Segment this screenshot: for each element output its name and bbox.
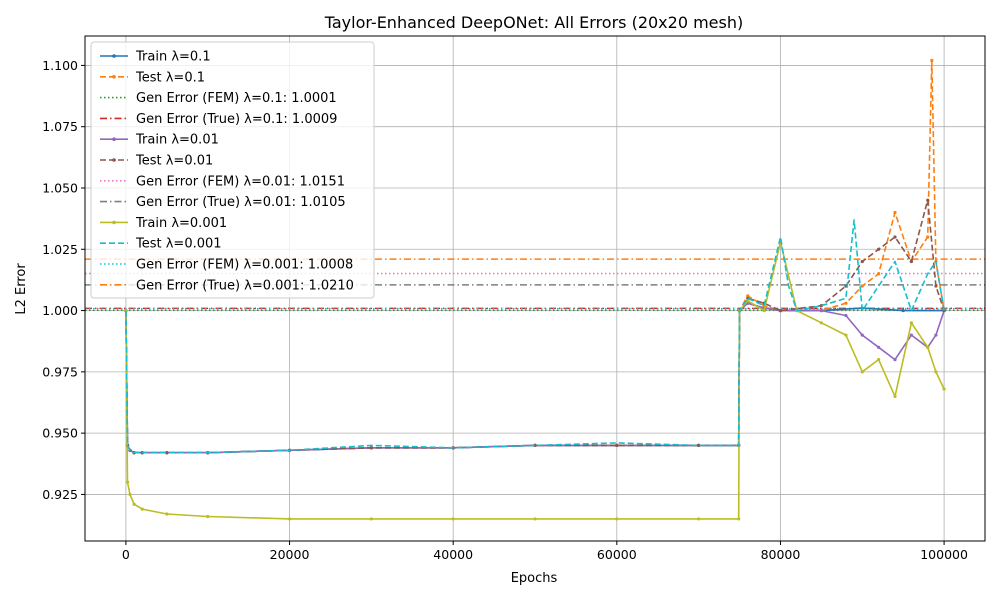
legend-marker — [112, 54, 116, 58]
data-point — [930, 58, 934, 63]
data-point — [615, 517, 619, 521]
legend-marker — [112, 158, 116, 162]
data-point — [909, 333, 913, 337]
data-point — [206, 514, 210, 519]
legend-label: Train λ=0.01 — [135, 133, 219, 148]
y-tick-label: 0.975 — [42, 364, 78, 379]
y-tick-label: 0.925 — [42, 487, 78, 502]
legend-label: Train λ=0.1 — [135, 50, 211, 65]
legend-label: Test λ=0.001 — [135, 237, 222, 252]
data-point — [762, 308, 766, 313]
data-point — [844, 313, 848, 318]
data-point — [860, 333, 864, 337]
data-point — [697, 517, 701, 521]
data-point — [877, 272, 881, 276]
x-tick-label: 100000 — [920, 547, 968, 562]
data-point — [165, 512, 169, 516]
data-point — [451, 517, 455, 521]
data-point — [287, 517, 292, 521]
data-point — [860, 284, 864, 288]
legend-label: Gen Error (True) λ=0.001: 1.0210 — [136, 278, 354, 293]
data-point — [737, 517, 741, 521]
data-point — [942, 387, 946, 391]
series-line-8 — [125, 241, 945, 520]
legend-label: Gen Error (FEM) λ=0.1: 1.0001 — [136, 91, 337, 106]
legend-marker — [112, 137, 116, 141]
data-point — [877, 345, 881, 349]
data-point — [778, 308, 783, 313]
data-point — [533, 517, 537, 521]
x-tick-label: 60000 — [597, 547, 637, 562]
data-point — [926, 345, 930, 349]
plot-frame — [84, 35, 986, 542]
data-series — [124, 58, 946, 521]
legend-marker — [112, 75, 116, 79]
y-tick-label: 0.950 — [42, 426, 78, 441]
legend-label: Gen Error (True) λ=0.01: 1.0105 — [136, 195, 346, 210]
data-point — [934, 370, 938, 374]
data-point — [819, 308, 823, 313]
legend-label: Gen Error (FEM) λ=0.001: 1.0008 — [136, 258, 353, 273]
y-tick-label: 1.050 — [42, 180, 78, 195]
x-tick-label: 0 — [122, 547, 130, 562]
x-tick-label: 40000 — [433, 547, 473, 562]
x-axis: 0 20000 40000 60000 80000 100000 — [122, 541, 968, 562]
data-point — [909, 259, 913, 264]
data-point — [860, 370, 864, 374]
data-point — [893, 210, 897, 215]
data-point — [877, 247, 881, 251]
data-point — [926, 235, 930, 239]
data-point — [369, 446, 373, 450]
x-tick-label: 80000 — [761, 547, 801, 562]
data-point — [746, 299, 750, 303]
data-point — [877, 357, 881, 362]
data-point — [901, 308, 905, 313]
legend: Train λ=0.1 Test λ=0.1 Gen Error (FEM) λ=0… — [90, 41, 375, 299]
data-point — [893, 235, 897, 239]
data-point — [132, 502, 136, 506]
chart-title: Taylor-Enhanced DeepONet: All Errors (20… — [324, 13, 744, 32]
data-point — [909, 321, 913, 325]
legend-marker — [112, 220, 116, 225]
data-point — [860, 259, 864, 264]
y-axis: 0.925 0.950 0.975 1.000 1.025 1.050 1.075 1.100 — [42, 58, 85, 502]
data-point — [128, 492, 132, 497]
data-point — [893, 357, 897, 362]
legend-box — [90, 41, 375, 299]
legend-label: Test λ=0.01 — [135, 154, 213, 169]
data-point — [140, 507, 144, 511]
data-point — [697, 443, 701, 447]
data-point — [844, 333, 848, 337]
y-tick-label: 1.000 — [42, 303, 78, 318]
data-point — [934, 333, 938, 337]
y-axis-label: L2 Error — [14, 263, 29, 315]
data-point — [369, 517, 373, 521]
x-tick-label: 20000 — [270, 547, 310, 562]
series-line-9 — [125, 219, 945, 454]
y-tick-label: 1.100 — [42, 58, 78, 73]
data-point — [746, 294, 750, 298]
y-tick-label: 1.075 — [42, 119, 78, 134]
legend-label: Gen Error (FEM) λ=0.01: 1.0151 — [136, 174, 345, 189]
y-tick-label: 1.025 — [42, 242, 78, 257]
x-axis-label: Epochs — [511, 571, 558, 586]
legend-label: Gen Error (True) λ=0.1: 1.0009 — [136, 112, 337, 127]
data-point — [926, 198, 930, 202]
data-point — [893, 394, 897, 398]
legend-label: Test λ=0.1 — [135, 70, 205, 85]
data-point — [615, 443, 619, 447]
data-point — [844, 301, 848, 305]
data-point — [125, 480, 130, 484]
data-point — [934, 284, 938, 288]
data-point — [819, 321, 823, 325]
legend-label: Train λ=0.001 — [135, 216, 227, 231]
